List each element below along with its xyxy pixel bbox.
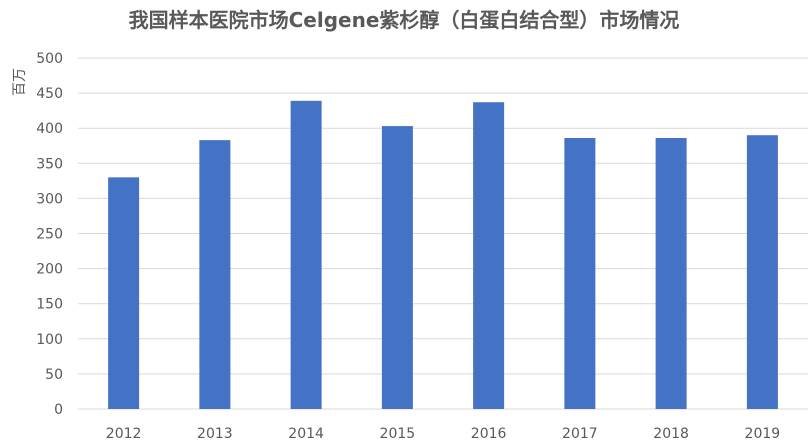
bar-2013 <box>199 140 231 409</box>
chart-title: 我国样本医院市场Celgene紫杉醇（白蛋白结合型）市场情况 <box>128 8 680 32</box>
bar-2014 <box>290 100 322 410</box>
x-axis-ticks: 2012 2013 2014 2015 2016 2017 2018 2019 <box>106 426 780 442</box>
x-tick-label: 2018 <box>653 426 689 442</box>
y-tick-label: 400 <box>36 121 63 137</box>
x-tick-label: 2012 <box>106 426 142 442</box>
bar-2015 <box>381 126 413 410</box>
bar-2012 <box>108 177 140 409</box>
y-tick-label: 500 <box>36 51 63 67</box>
y-tick-label: 450 <box>36 86 63 102</box>
y-axis-ticks: 0 50 100 150 200 250 300 350 400 450 500 <box>36 51 63 418</box>
y-tick-label: 250 <box>36 227 63 243</box>
bars <box>108 100 778 410</box>
y-tick-label: 300 <box>36 191 63 207</box>
bar-2018 <box>655 138 687 409</box>
y-tick-label: 150 <box>36 297 63 313</box>
y-tick-label: 50 <box>45 367 63 383</box>
y-axis-label: 百万 <box>12 68 28 96</box>
y-tick-label: 350 <box>36 156 63 172</box>
x-tick-label: 2019 <box>745 426 781 442</box>
y-tick-label: 100 <box>36 332 63 348</box>
bar-2017 <box>564 138 596 409</box>
y-tick-label: 200 <box>36 262 63 278</box>
y-tick-label: 0 <box>54 402 63 418</box>
x-tick-label: 2016 <box>471 426 507 442</box>
x-tick-label: 2014 <box>288 426 324 442</box>
bar-2019 <box>746 135 778 409</box>
x-tick-label: 2015 <box>380 426 416 442</box>
bar-2016 <box>473 102 505 409</box>
x-tick-label: 2017 <box>562 426 598 442</box>
x-tick-label: 2013 <box>197 426 233 442</box>
gridlines <box>78 57 808 410</box>
